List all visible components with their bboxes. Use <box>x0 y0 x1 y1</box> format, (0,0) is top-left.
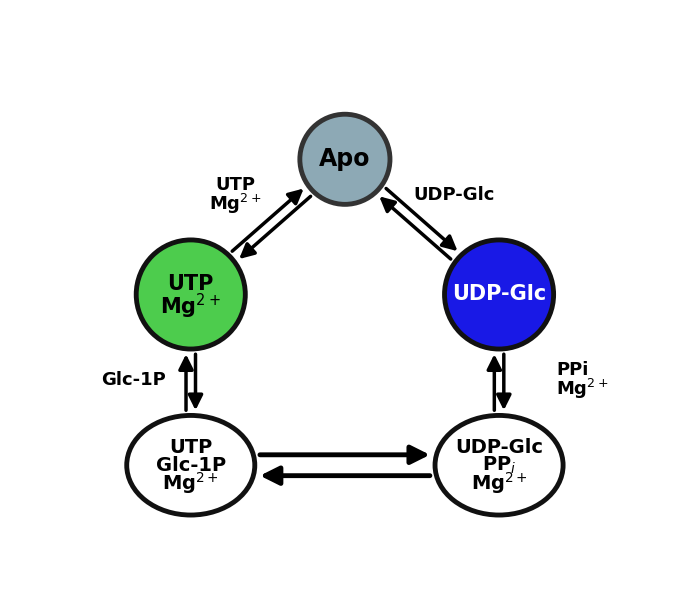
Text: PPi: PPi <box>556 362 588 379</box>
Text: UDP-Glc: UDP-Glc <box>413 186 495 204</box>
Text: Mg$^{2+}$: Mg$^{2+}$ <box>556 377 608 402</box>
Ellipse shape <box>435 415 563 515</box>
Text: UTP: UTP <box>216 176 256 195</box>
Text: Mg$^{2+}$: Mg$^{2+}$ <box>162 470 219 496</box>
Text: UTP: UTP <box>169 438 213 456</box>
Ellipse shape <box>300 114 390 205</box>
Text: PP$_i$: PP$_i$ <box>482 455 516 476</box>
Text: UDP-Glc: UDP-Glc <box>452 285 546 304</box>
Text: Mg$^{2+}$: Mg$^{2+}$ <box>160 292 221 321</box>
Ellipse shape <box>127 415 255 515</box>
Ellipse shape <box>445 240 554 349</box>
Text: Glc-1P: Glc-1P <box>155 456 226 475</box>
Text: Mg$^{2+}$: Mg$^{2+}$ <box>470 470 528 496</box>
Ellipse shape <box>136 240 245 349</box>
Text: Mg$^{2+}$: Mg$^{2+}$ <box>209 192 262 216</box>
Text: UDP-Glc: UDP-Glc <box>455 438 543 456</box>
Text: UTP: UTP <box>168 274 214 294</box>
Text: Apo: Apo <box>319 147 371 171</box>
Text: Glc-1P: Glc-1P <box>102 371 166 389</box>
